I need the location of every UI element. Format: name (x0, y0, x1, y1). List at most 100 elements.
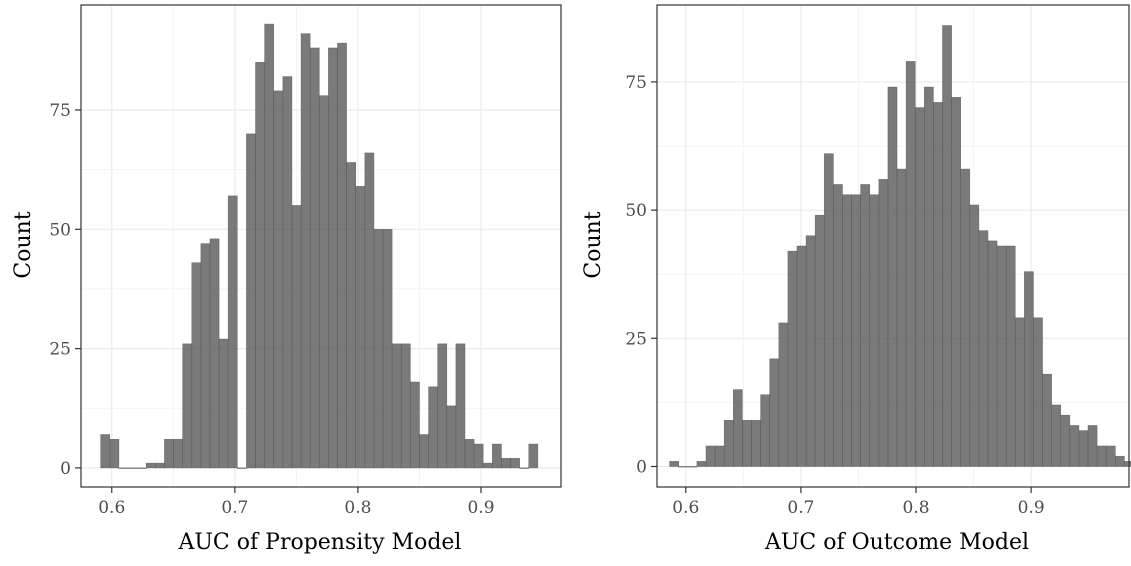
histogram-bar (164, 438, 174, 469)
y-tick-label: 50 (625, 201, 647, 221)
histogram-bar (1069, 425, 1080, 467)
y-tick-label: 25 (625, 329, 647, 349)
histogram-bar (182, 343, 193, 469)
histogram-bar (291, 205, 302, 469)
histogram-bar (136, 467, 147, 469)
histogram-bar (969, 204, 980, 467)
histogram-bar (264, 23, 275, 469)
histogram-bar (878, 179, 889, 467)
histogram-bar (346, 162, 357, 469)
histogram-bar (860, 184, 871, 467)
histogram-bar (905, 61, 916, 467)
histogram-bar (1014, 317, 1025, 467)
outcome-histogram-panel: 0.6 0.7 0.8 0.9 0 25 50 75 AUC of Outcome Model… (566, 0, 1131, 561)
histogram-bar (373, 228, 384, 469)
histogram-bar (400, 343, 411, 469)
y-axis-title: Count (581, 211, 606, 278)
histogram-bar (391, 343, 402, 469)
histogram-bar (796, 245, 807, 467)
plot-border (80, 4, 562, 488)
histogram-bar (118, 467, 129, 469)
histogram-bar (419, 434, 429, 469)
histogram-bar (1087, 425, 1098, 467)
histogram-bar (933, 102, 943, 467)
propensity-histogram-panel: 0.6 0.7 0.8 0.9 0 25 50 75 AUC of Propensity Mo… (0, 0, 565, 561)
y-tick-label: 0 (636, 457, 647, 477)
histogram-bar (723, 420, 734, 467)
x-tick-label: 0.7 (787, 498, 814, 518)
histogram-bar (473, 443, 484, 469)
histogram-bar (318, 95, 329, 469)
histogram-bar (942, 25, 952, 467)
histogram-bar (100, 434, 111, 469)
histogram-bar (200, 243, 211, 469)
histogram-bar (145, 462, 156, 469)
y-tick-label: 50 (49, 220, 71, 240)
propensity-histogram-chart: 0.6 0.7 0.8 0.9 0 25 50 75 AUC of Propensity Mo… (11, 4, 562, 555)
x-tick-label: 0.8 (903, 498, 930, 518)
histogram-bar (778, 322, 789, 467)
histogram-bar (987, 240, 998, 467)
histogram-bar (960, 168, 971, 467)
histogram-bar (410, 381, 420, 469)
histogram-bar (455, 343, 466, 469)
x-tick-label: 0.9 (1018, 498, 1045, 518)
histogram-bar (1024, 271, 1034, 467)
histogram-bar (109, 438, 120, 469)
histogram-bar (246, 133, 256, 469)
histogram-bar (209, 238, 220, 469)
histogram-bar (282, 76, 293, 469)
histogram-bar (714, 445, 725, 467)
histogram-bar (760, 394, 771, 467)
histogram-bar (519, 467, 530, 469)
histogram-bar (309, 47, 320, 469)
histogram-bar (237, 467, 247, 469)
histogram-bar (1096, 445, 1107, 467)
y-tick-label: 0 (60, 459, 71, 479)
histogram-bar (1115, 455, 1125, 467)
histogram-bar (951, 96, 961, 467)
histogram-bar (887, 86, 898, 467)
outcome-histogram-chart: 0.6 0.7 0.8 0.9 0 25 50 75 AUC of Outcome Model… (581, 4, 1131, 555)
histogram-bar (482, 462, 493, 469)
plot-border (656, 4, 1130, 488)
y-tick-label: 75 (49, 101, 71, 121)
histogram-bar (501, 458, 511, 469)
histogram-bar (155, 462, 165, 469)
histogram-bar (896, 168, 907, 467)
histogram-bar (742, 420, 752, 467)
x-tick-label: 0.7 (221, 498, 248, 518)
histogram-bar (428, 386, 438, 469)
histogram-bar (437, 343, 448, 469)
histogram-bar (300, 33, 311, 469)
histogram-bar (924, 86, 934, 467)
histogram-bar (364, 152, 375, 469)
x-tick-label: 0.6 (672, 498, 699, 518)
x-tick-label: 0.8 (344, 498, 371, 518)
histogram-bar (696, 461, 707, 467)
histogram-bar (751, 420, 761, 467)
histogram-bar (851, 194, 861, 467)
histogram-bar (678, 466, 689, 468)
histogram-bar (1033, 317, 1043, 467)
histogram-bar (191, 262, 202, 469)
histogram-bar (733, 389, 743, 467)
histogram-bar (227, 195, 238, 469)
histogram-bar (1060, 414, 1071, 467)
x-tick-label: 0.9 (467, 498, 494, 518)
histogram-bar (273, 90, 284, 469)
histogram-bar (1042, 373, 1052, 467)
histogram-bar (510, 458, 520, 469)
x-axis-title: AUC of Propensity Model (178, 530, 462, 555)
histogram-bar (1005, 245, 1016, 467)
histogram-bar (669, 461, 680, 467)
histogram-bar (1124, 461, 1131, 467)
histogram-bar (446, 405, 457, 469)
histogram-bar (833, 184, 843, 467)
histogram-bar (1051, 404, 1062, 467)
x-tick-label: 0.6 (98, 498, 125, 518)
histogram-bar (687, 466, 698, 468)
histogram-bar (805, 235, 816, 467)
y-tick-label: 25 (49, 340, 71, 360)
histogram-bar (914, 107, 925, 467)
